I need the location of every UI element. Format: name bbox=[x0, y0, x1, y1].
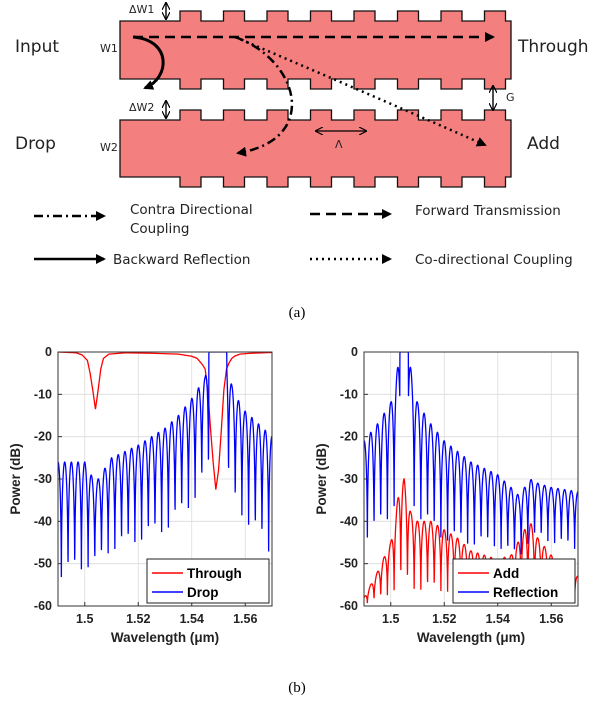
chart-legend: Through Drop bbox=[146, 558, 270, 604]
x-axis-title: Wavelength (μm) bbox=[417, 630, 525, 645]
add-label: Add bbox=[527, 134, 560, 154]
diagram-a: Input Through Drop Add W1 W2 ΔW1 ΔW2 G Λ… bbox=[15, 3, 589, 321]
legend-label: Through bbox=[187, 566, 242, 581]
y-axis-title: Power (dB) bbox=[314, 443, 329, 514]
legend-label: Add bbox=[493, 566, 519, 581]
chart-through-drop: 1.5 1.52 1.54 1.56 0 -10 -20 -30 -40 -50 -60 Wavele… bbox=[8, 345, 273, 645]
y-tick-label: -60 bbox=[34, 599, 52, 613]
x-tick-label: 1.5 bbox=[76, 612, 93, 626]
caption-b: (b) bbox=[288, 680, 306, 696]
y-tick-label: -30 bbox=[34, 472, 52, 486]
contra-arrow bbox=[234, 35, 294, 157]
series-line-add bbox=[364, 477, 578, 604]
w2-label: W2 bbox=[100, 141, 118, 154]
diagram-legend: Contra Directional Coupling Forward Tran… bbox=[34, 202, 573, 268]
legend-box bbox=[452, 558, 576, 604]
chart-legend: Add Reflection bbox=[452, 558, 576, 604]
series-line-through bbox=[58, 352, 272, 490]
legend-box bbox=[146, 558, 270, 604]
y-tick-label: 0 bbox=[351, 345, 358, 359]
legend-label: Drop bbox=[187, 585, 219, 600]
series-line-reflection bbox=[364, 352, 578, 555]
x-axis-title: Wavelength (μm) bbox=[111, 630, 219, 645]
y-tick-label: -20 bbox=[34, 430, 52, 444]
dw1-label: ΔW1 bbox=[129, 3, 154, 16]
through-label: Through bbox=[517, 37, 589, 57]
x-tick-label: 1.52 bbox=[126, 612, 150, 626]
y-tick-label: -50 bbox=[340, 557, 358, 571]
waveguide-bottom bbox=[119, 109, 512, 188]
gap-label: G bbox=[506, 91, 515, 104]
chart-add-reflection: 1.5 1.52 1.54 1.56 0 -10 -20 -30 -40 -50 -60 Wavele… bbox=[314, 345, 579, 645]
caption-a: (a) bbox=[289, 305, 306, 321]
series-line-drop bbox=[58, 352, 272, 578]
y-tick-label: 0 bbox=[45, 345, 52, 359]
legend-label: Reflection bbox=[493, 585, 558, 600]
x-tick-label: 1.52 bbox=[432, 612, 456, 626]
y-axis-title: Power (dB) bbox=[8, 443, 23, 514]
period-label: Λ bbox=[335, 138, 343, 151]
y-tick-label: -20 bbox=[340, 430, 358, 444]
reflection-arrow bbox=[132, 35, 165, 90]
y-tick-label: -30 bbox=[340, 472, 358, 486]
y-tick-label: -60 bbox=[340, 599, 358, 613]
y-tick-label: -10 bbox=[340, 387, 358, 401]
series-group bbox=[364, 352, 578, 604]
y-tick-label: -40 bbox=[340, 514, 358, 528]
legend-forward-text: Forward Transmission bbox=[415, 203, 561, 219]
x-tick-label: 1.56 bbox=[539, 612, 563, 626]
y-tick-label: -40 bbox=[34, 514, 52, 528]
legend-contra-text-2: Coupling bbox=[130, 221, 189, 237]
legend-backward-text: Backward Reflection bbox=[113, 252, 250, 268]
drop-label: Drop bbox=[15, 134, 56, 154]
legend-contra-text-1: Contra Directional bbox=[130, 202, 253, 218]
x-tick-label: 1.54 bbox=[486, 612, 510, 626]
w1-label: W1 bbox=[100, 42, 118, 55]
series-group bbox=[58, 352, 272, 578]
legend-codir-text: Co-directional Coupling bbox=[415, 252, 573, 268]
x-tick-label: 1.5 bbox=[382, 612, 399, 626]
x-tick-label: 1.54 bbox=[180, 612, 204, 626]
y-tick-label: -10 bbox=[34, 387, 52, 401]
input-label: Input bbox=[15, 37, 59, 57]
y-tick-label: -50 bbox=[34, 557, 52, 571]
dw2-label: ΔW2 bbox=[129, 101, 154, 114]
waveguide-top bbox=[119, 10, 512, 90]
x-tick-label: 1.56 bbox=[233, 612, 257, 626]
